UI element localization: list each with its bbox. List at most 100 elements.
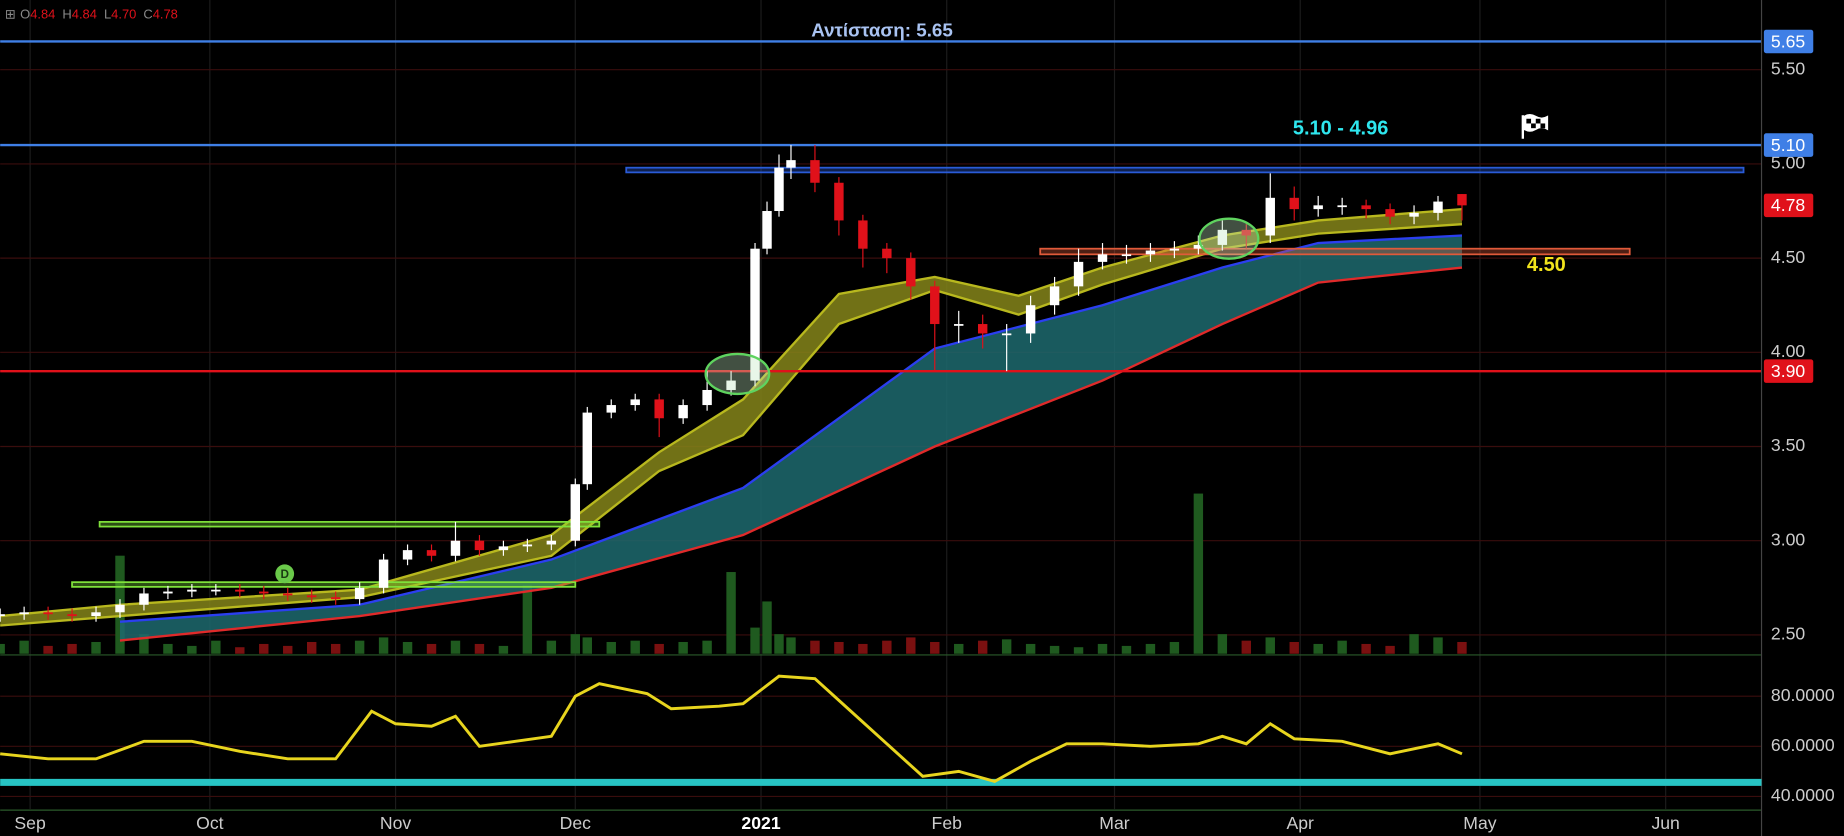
volume-bar xyxy=(1073,647,1084,654)
candle-body xyxy=(187,589,197,592)
candle-body xyxy=(1289,197,1299,210)
candle-body xyxy=(582,412,592,485)
volume-bar xyxy=(306,641,317,654)
volume-bar xyxy=(330,643,341,654)
zone xyxy=(71,581,577,588)
y-tick-label: 80.0000 xyxy=(1771,685,1835,705)
volume-bar xyxy=(786,637,796,654)
volume-bar xyxy=(498,645,509,654)
volume-bar xyxy=(19,640,29,654)
ohlc-value: 4.84 xyxy=(72,7,97,22)
volume-bar xyxy=(1433,637,1443,654)
level-label: 3.90 xyxy=(1771,361,1806,381)
header-icon: ⊞ xyxy=(5,7,16,22)
overlay-layer: Αντίσταση: 5.65 5.10 - 4.96 4.50 D xyxy=(275,20,1566,584)
volume-bar xyxy=(1409,634,1419,654)
volume-bar xyxy=(882,640,892,654)
candle-body xyxy=(450,540,461,556)
x-tick-label: Apr xyxy=(1286,813,1314,833)
volume-bar xyxy=(426,643,437,654)
x-tick-label: Mar xyxy=(1099,813,1129,833)
volume-bar xyxy=(678,641,688,654)
volume-bar xyxy=(606,641,616,654)
candle-body xyxy=(1385,209,1395,217)
band-fill xyxy=(0,209,1462,626)
volume-bar xyxy=(702,640,712,654)
volume-bar xyxy=(654,643,664,654)
volume-bar xyxy=(977,640,988,654)
candle-body xyxy=(750,248,760,381)
ohlc-key: C xyxy=(143,7,152,22)
candle-body xyxy=(1097,254,1108,262)
volume-bar xyxy=(283,645,293,654)
ohlc-value: 4.78 xyxy=(153,7,178,22)
candle-body xyxy=(1049,286,1060,306)
candle-body xyxy=(1241,229,1252,236)
candle-body xyxy=(1217,229,1228,245)
candle-body xyxy=(1169,248,1180,251)
volume-bar xyxy=(1001,639,1012,654)
y-tick-label: 40.0000 xyxy=(1771,785,1835,805)
candle-body xyxy=(858,220,868,249)
ohlc-key: O xyxy=(20,7,30,22)
candle-body xyxy=(1313,205,1323,210)
candle-body xyxy=(474,540,485,551)
ohlc-key: L xyxy=(104,7,111,22)
candle-body xyxy=(1457,194,1467,206)
candle-body xyxy=(1001,333,1012,336)
rsi-line xyxy=(0,674,1463,783)
level-label: 5.65 xyxy=(1771,31,1806,51)
highlight-ellipse xyxy=(704,352,771,396)
volume-bar xyxy=(954,643,964,654)
band-lower-line xyxy=(119,266,1463,642)
candle-body xyxy=(774,167,784,212)
candle-body xyxy=(1337,205,1347,208)
volume-bar xyxy=(1145,643,1156,654)
y-tick-label: 4.50 xyxy=(1771,247,1806,267)
volume-bar xyxy=(43,645,53,654)
level-label: 5.10 xyxy=(1771,135,1806,155)
volume-bar xyxy=(235,647,245,654)
candle-body xyxy=(306,595,317,598)
volume-bar xyxy=(774,634,784,654)
candle-body xyxy=(330,597,341,600)
y-tick-label: 3.50 xyxy=(1771,435,1806,455)
candle-body xyxy=(43,612,53,615)
candle-body xyxy=(570,484,581,541)
volume-bar xyxy=(546,640,557,654)
candle-body xyxy=(810,160,820,183)
zone xyxy=(98,520,601,528)
x-tick-label: Feb xyxy=(932,813,963,833)
candle-body xyxy=(882,248,892,259)
level-label-box xyxy=(1763,359,1814,383)
volume-bar xyxy=(834,641,844,654)
axis-layer: Sep Oct Nov Dec 2021 Feb Mar Apr May Jun 2.50 3.00 3… xyxy=(14,29,1835,833)
volume-bar xyxy=(1361,643,1371,654)
candle-body xyxy=(702,389,712,406)
x-tick-label: Jun xyxy=(1651,813,1679,833)
flag-icon xyxy=(1521,114,1549,139)
y-tick-label: 4.00 xyxy=(1771,341,1806,361)
candle-body xyxy=(522,544,533,547)
candle-body xyxy=(977,324,988,334)
candle-body xyxy=(163,591,173,594)
volume-bar xyxy=(139,634,149,654)
ohlc-header: O4.84 H4.84 L4.70 C4.78 xyxy=(20,7,178,22)
candle-body xyxy=(235,589,245,592)
volume-bar xyxy=(378,637,389,654)
annotation: 4.50 xyxy=(1527,254,1566,276)
y-tick-label: 60.0000 xyxy=(1771,735,1835,755)
candle-body xyxy=(930,286,940,325)
volume-bar xyxy=(67,643,77,654)
zone xyxy=(625,166,1745,174)
annotation: 5.10 - 4.96 xyxy=(1293,118,1388,140)
volume-bar xyxy=(906,637,916,654)
rsi-layer xyxy=(0,674,1762,786)
volume-bar xyxy=(630,640,640,654)
marker-circle xyxy=(275,564,295,584)
volume-bar xyxy=(211,640,221,654)
candle-body xyxy=(354,587,365,600)
candle-body xyxy=(402,550,413,560)
